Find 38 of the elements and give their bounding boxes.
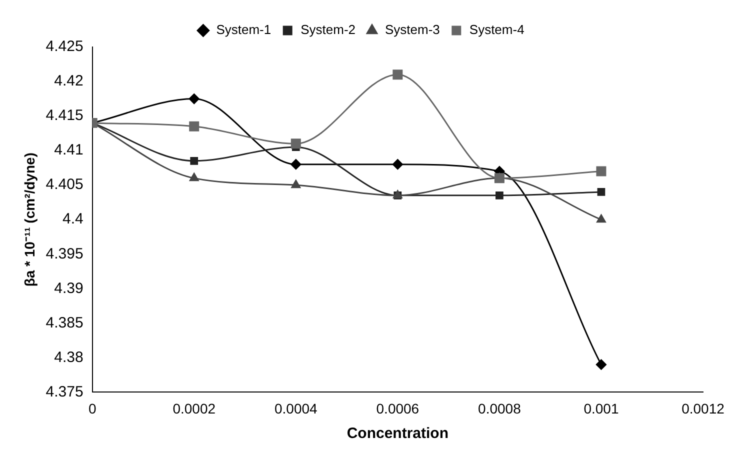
legend-label: System-2 xyxy=(300,22,356,38)
x-tick-label: 0.001 xyxy=(584,400,619,416)
point xyxy=(290,138,301,149)
point xyxy=(188,94,200,104)
point xyxy=(596,166,606,176)
x-tick-label: 0.0004 xyxy=(274,400,318,416)
x-tick-label: 0.0002 xyxy=(172,400,216,416)
point xyxy=(596,359,606,370)
y-tick-label: 4.375 xyxy=(46,383,84,400)
x-tick-label: 0.0008 xyxy=(478,400,522,416)
point xyxy=(392,159,403,170)
point xyxy=(291,180,301,188)
y-tick-label: 4.425 xyxy=(46,38,84,56)
point xyxy=(596,214,606,223)
y-tick-label: 4.385 xyxy=(46,314,84,332)
point xyxy=(392,70,403,80)
legend-label: System-1 xyxy=(216,22,272,38)
x-tick-label: 0.0012 xyxy=(682,400,725,416)
point xyxy=(189,172,199,182)
y-tick-label: 4.42 xyxy=(54,72,84,90)
y-tick-label: 4.39 xyxy=(54,280,84,297)
y-tick-label: 4.415 xyxy=(46,107,84,124)
y-tick-label: 4.4 xyxy=(62,210,84,228)
x-tick-label: 0.0006 xyxy=(376,400,420,416)
point xyxy=(597,188,606,196)
legend-label: System-4 xyxy=(469,22,524,38)
y-axis-title: βa * 10⁻¹¹ (cm²/dyne) xyxy=(21,152,38,287)
point xyxy=(290,159,302,170)
y-tick-label: 4.395 xyxy=(46,245,84,262)
y-tick-label: 4.41 xyxy=(54,142,84,159)
point xyxy=(189,121,200,132)
x-axis-title: Concentration xyxy=(346,425,449,442)
y-tick-label: 4.405 xyxy=(46,176,84,194)
x-tick-label: 0 xyxy=(88,400,96,416)
point xyxy=(496,192,504,200)
legend-label: System-3 xyxy=(385,22,440,38)
y-tick-label: 4.38 xyxy=(54,348,84,366)
point xyxy=(190,156,198,165)
